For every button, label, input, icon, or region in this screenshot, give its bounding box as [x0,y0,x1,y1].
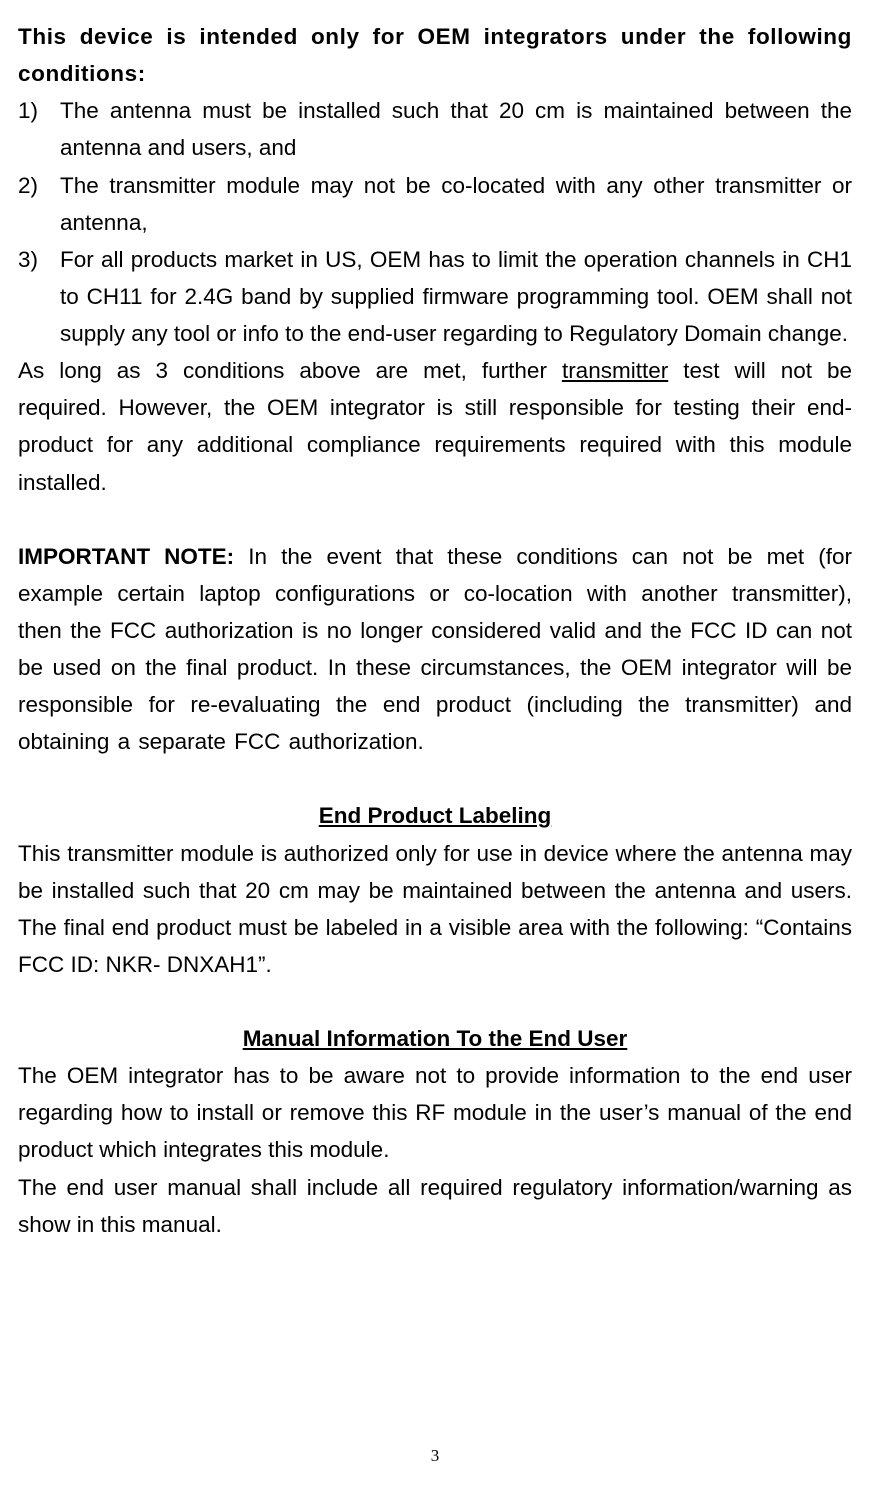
list-item-text: For all products market in US, OEM has t… [60,241,852,352]
conditions-list: 1) The antenna must be installed such th… [18,92,852,352]
conditions-followup: As long as 3 conditions above are met, f… [18,352,852,501]
intro-heading: This device is intended only for OEM int… [18,18,852,92]
list-item-number: 3) [18,241,60,352]
underlined-word: transmitter [562,358,668,383]
section-manual-para1: The OEM integrator has to be aware not t… [18,1057,852,1168]
list-item-text: The transmitter module may not be co-loc… [60,167,852,241]
document-page: This device is intended only for OEM int… [0,0,870,1243]
section-title-manual-info: Manual Information To the End User [18,1020,852,1057]
spacer [18,501,852,538]
text-run: As long as 3 conditions above are met, f… [18,358,562,383]
list-item-number: 2) [18,167,60,241]
section-manual-para2: The end user manual shall include all re… [18,1169,852,1243]
list-item: 3) For all products market in US, OEM ha… [18,241,852,352]
important-note-text: In the event that these conditions can n… [18,544,852,755]
section-title-labeling: End Product Labeling [18,797,852,834]
important-note-paragraph: IMPORTANT NOTE: In the event that these … [18,538,852,761]
page-number: 3 [0,1446,870,1466]
list-item: 2) The transmitter module may not be co-… [18,167,852,241]
spacer [18,760,852,797]
list-item: 1) The antenna must be installed such th… [18,92,852,166]
spacer [18,983,852,1020]
important-note-label: IMPORTANT NOTE: [18,544,234,569]
list-item-number: 1) [18,92,60,166]
list-item-text: The antenna must be installed such that … [60,92,852,166]
section-labeling-text: This transmitter module is authorized on… [18,835,852,984]
